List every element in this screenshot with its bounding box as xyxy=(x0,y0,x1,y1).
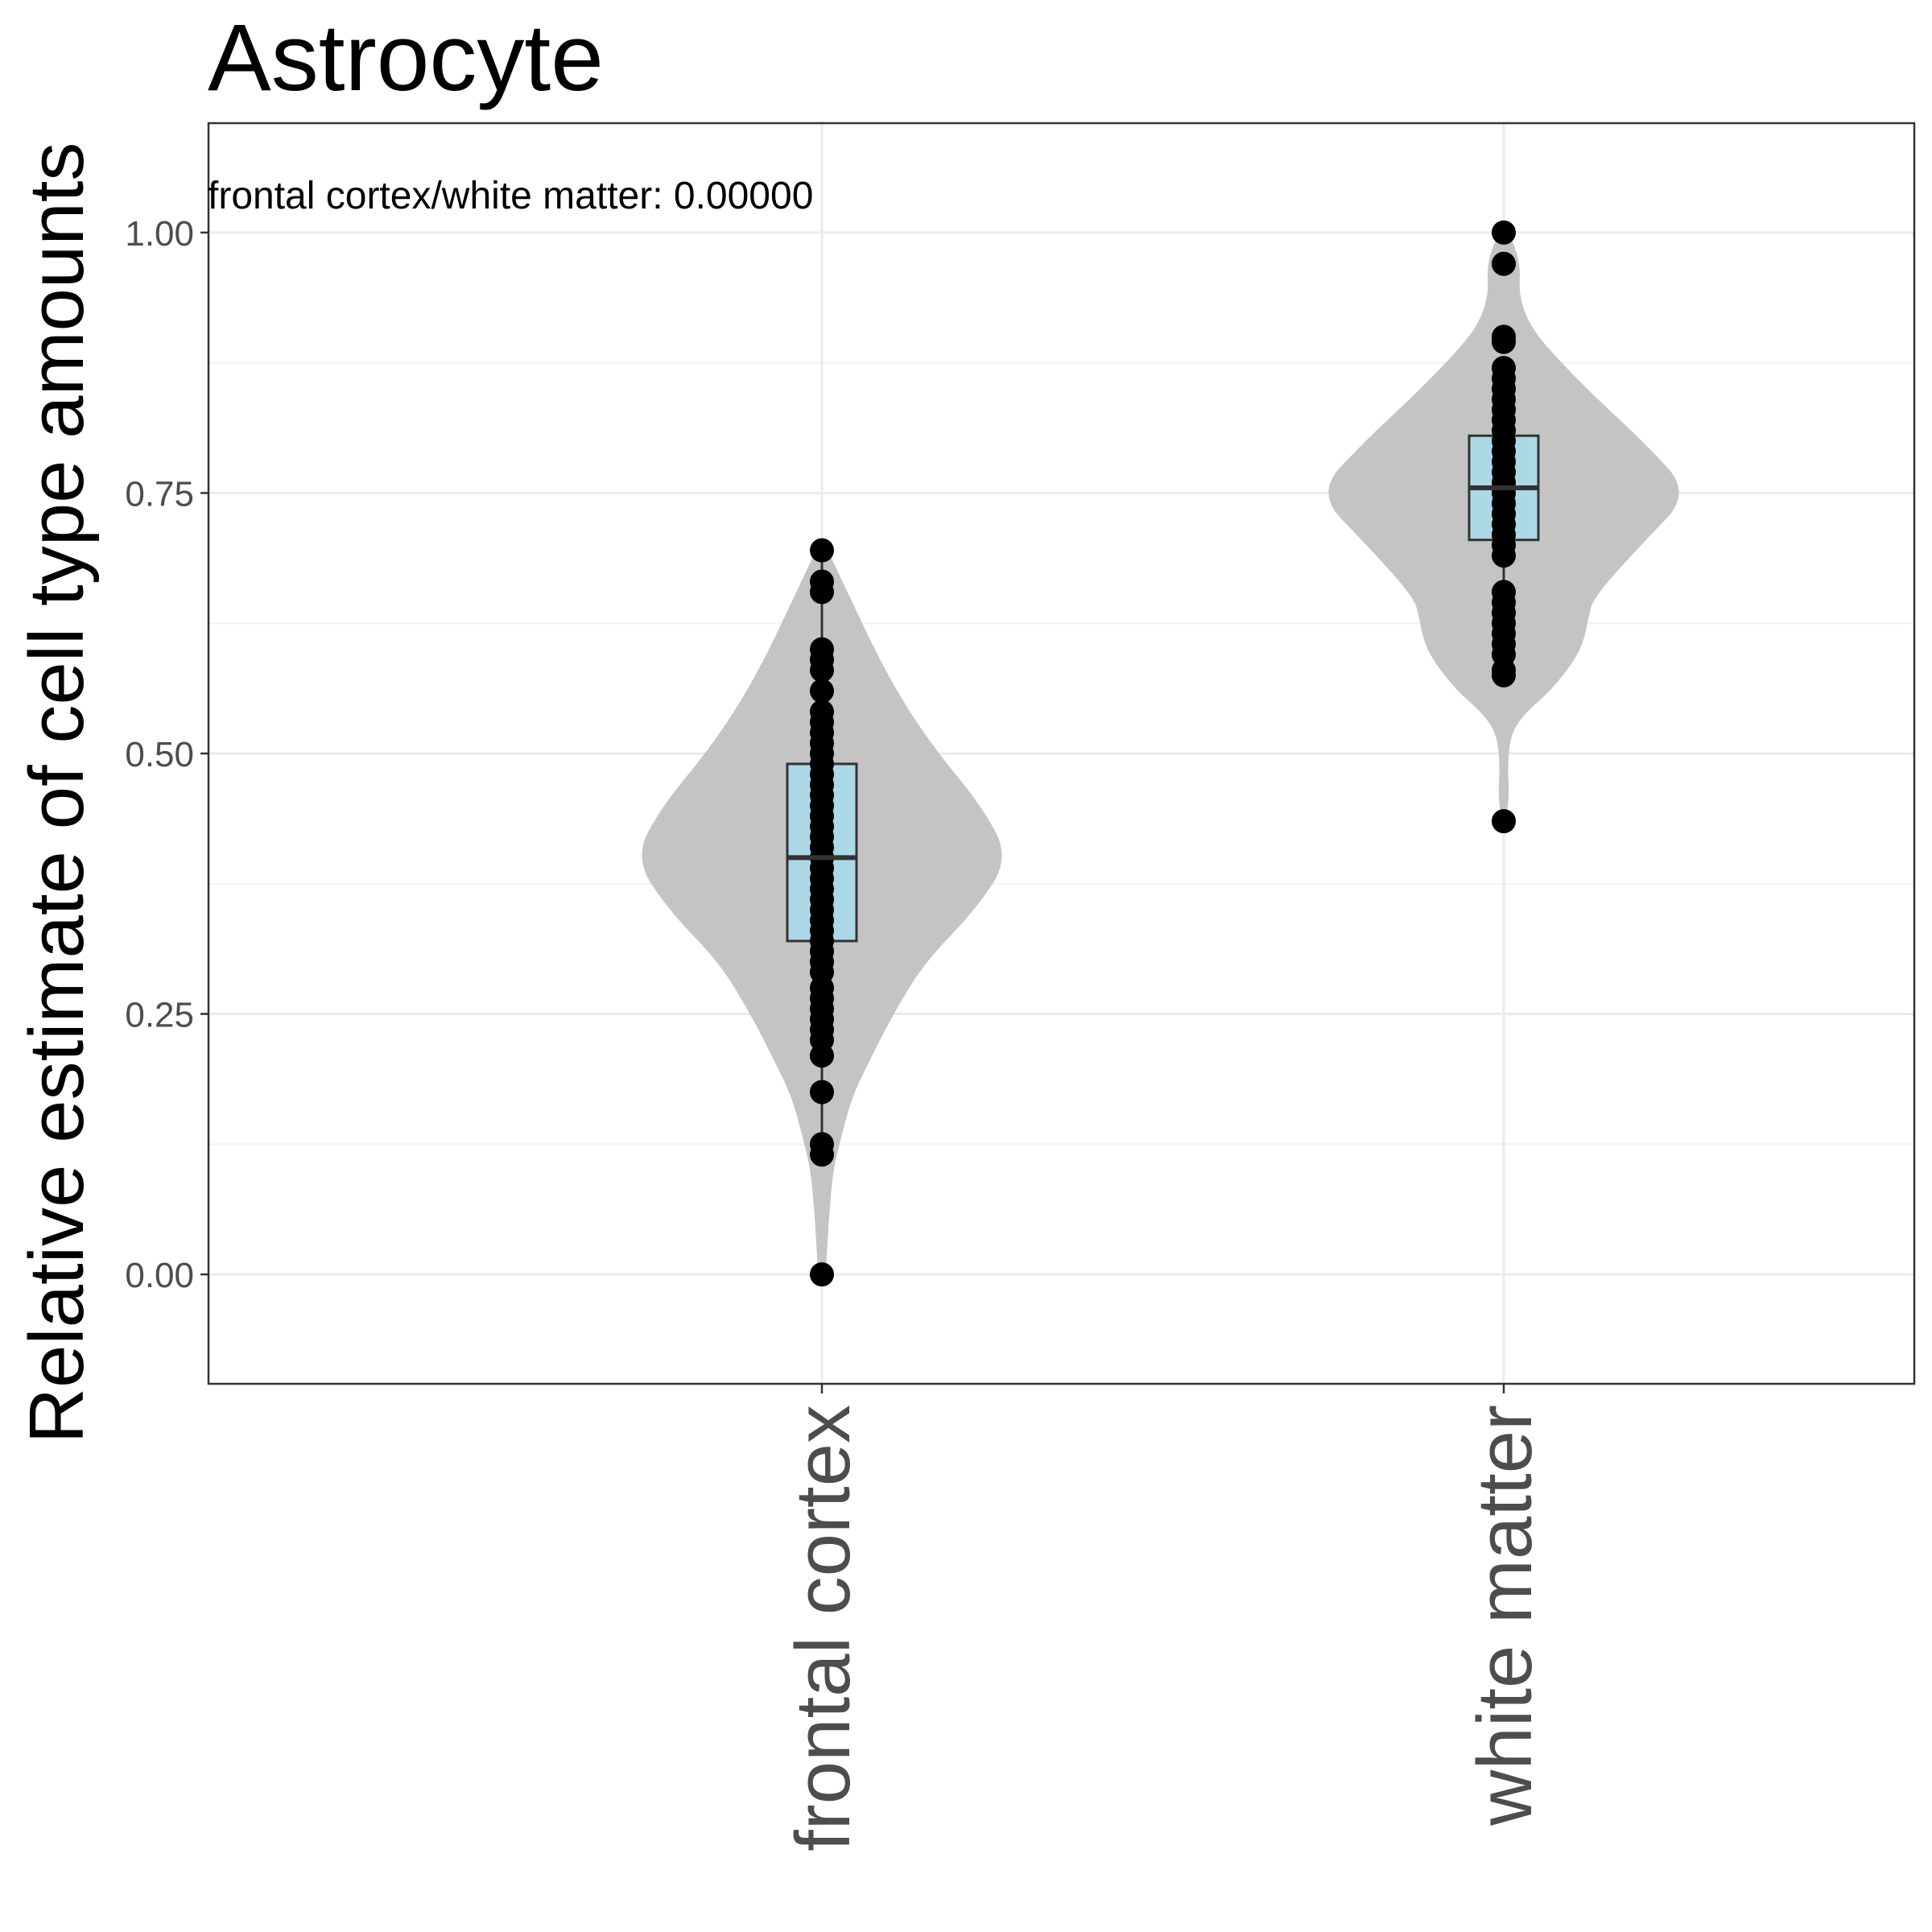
data-point xyxy=(810,637,834,662)
data-point xyxy=(810,679,834,704)
chart-title: Astrocyte xyxy=(208,5,604,111)
y-tick-label: 0.25 xyxy=(125,996,194,1035)
data-point xyxy=(1492,251,1516,276)
data-point xyxy=(810,1262,834,1287)
x-tick-label: frontal cortex xyxy=(780,1405,866,1852)
data-point xyxy=(810,1080,834,1104)
data-point xyxy=(1492,220,1516,245)
data-point xyxy=(1492,356,1516,381)
y-tick-label: 1.00 xyxy=(125,214,194,254)
data-point xyxy=(810,538,834,563)
y-tick-label: 0.00 xyxy=(125,1256,194,1295)
y-axis-label: Relative estimate of cell type amounts xyxy=(14,142,100,1444)
annotation-ratio: frontal cortex/white matter: 0.00000 xyxy=(208,175,813,217)
data-point xyxy=(810,569,834,594)
data-point xyxy=(1492,809,1516,834)
plot-panel xyxy=(207,122,1916,1385)
y-tick-label: 0.50 xyxy=(125,735,194,774)
data-point xyxy=(1492,580,1516,605)
data-point xyxy=(810,700,834,724)
data-point xyxy=(1492,324,1516,349)
x-tick-label: white matter xyxy=(1462,1405,1548,1827)
data-point xyxy=(810,1132,834,1157)
y-tick-label: 0.75 xyxy=(125,474,194,514)
